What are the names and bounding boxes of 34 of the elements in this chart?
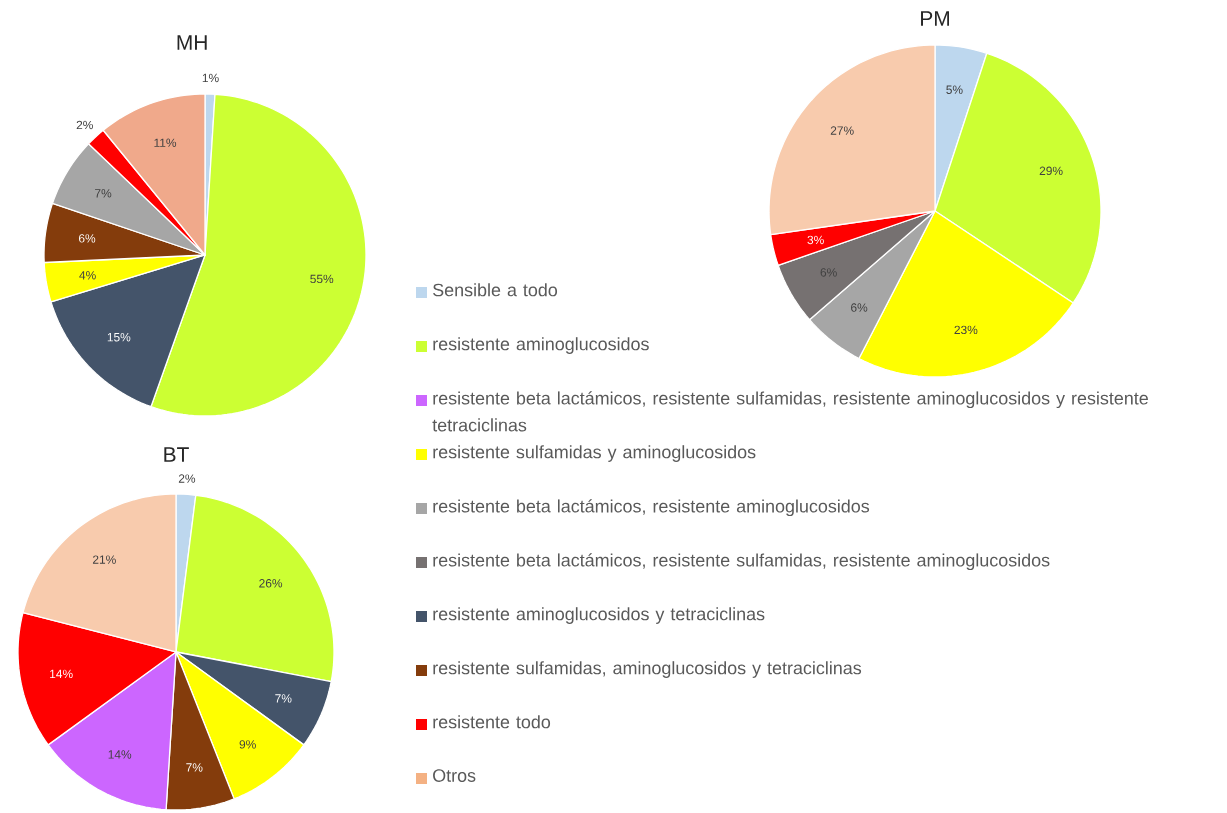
data-label: 7% — [95, 189, 112, 198]
data-label: 7% — [275, 694, 292, 703]
category-label: resistente beta lactámicos, resistente sulfamidas, resistente aminoglucosidos — [433, 553, 1050, 571]
category-label: Otros — [433, 769, 476, 782]
category-label: resistente beta lactámicos, resistente aminoglucosidos — [433, 499, 870, 517]
chart-title: PM — [921, 11, 949, 26]
data-label: 14% — [108, 750, 132, 759]
data-label: 2% — [178, 474, 196, 483]
category-label: resistente aminoglucosidos — [433, 337, 649, 354]
data-label: 26% — [259, 579, 283, 588]
chart-title: BT — [164, 447, 189, 462]
data-label: 21% — [92, 555, 116, 564]
data-label: 9% — [239, 740, 256, 749]
category-label: resistente sulfamidas, aminoglucosidos y tetraciclinas — [433, 661, 862, 678]
data-label: 27% — [830, 126, 854, 135]
data-label: 5% — [946, 85, 963, 94]
category-label: Sensible a todo — [433, 283, 558, 297]
data-label: 29% — [1039, 166, 1063, 176]
data-label: 15% — [107, 333, 131, 342]
chart-title: MH — [177, 35, 207, 50]
data-label: 6% — [851, 303, 868, 312]
data-label: 1% — [202, 73, 219, 83]
data-label: 7% — [186, 763, 203, 772]
data-label: 55% — [310, 274, 334, 284]
data-label: 3% — [807, 235, 824, 245]
category-label: resistente sulfamidas y aminoglucosidos — [433, 445, 756, 462]
data-label: 14% — [50, 669, 73, 679]
category-label: resistente aminoglucosidos y tetraciclinas — [433, 607, 765, 624]
data-label: 2% — [76, 120, 93, 130]
data-label: 4% — [79, 271, 96, 280]
data-label: 11% — [154, 138, 177, 147]
category-label: resistente todo — [433, 715, 551, 729]
data-label: 23% — [954, 325, 978, 335]
data-label: 6% — [78, 234, 96, 243]
